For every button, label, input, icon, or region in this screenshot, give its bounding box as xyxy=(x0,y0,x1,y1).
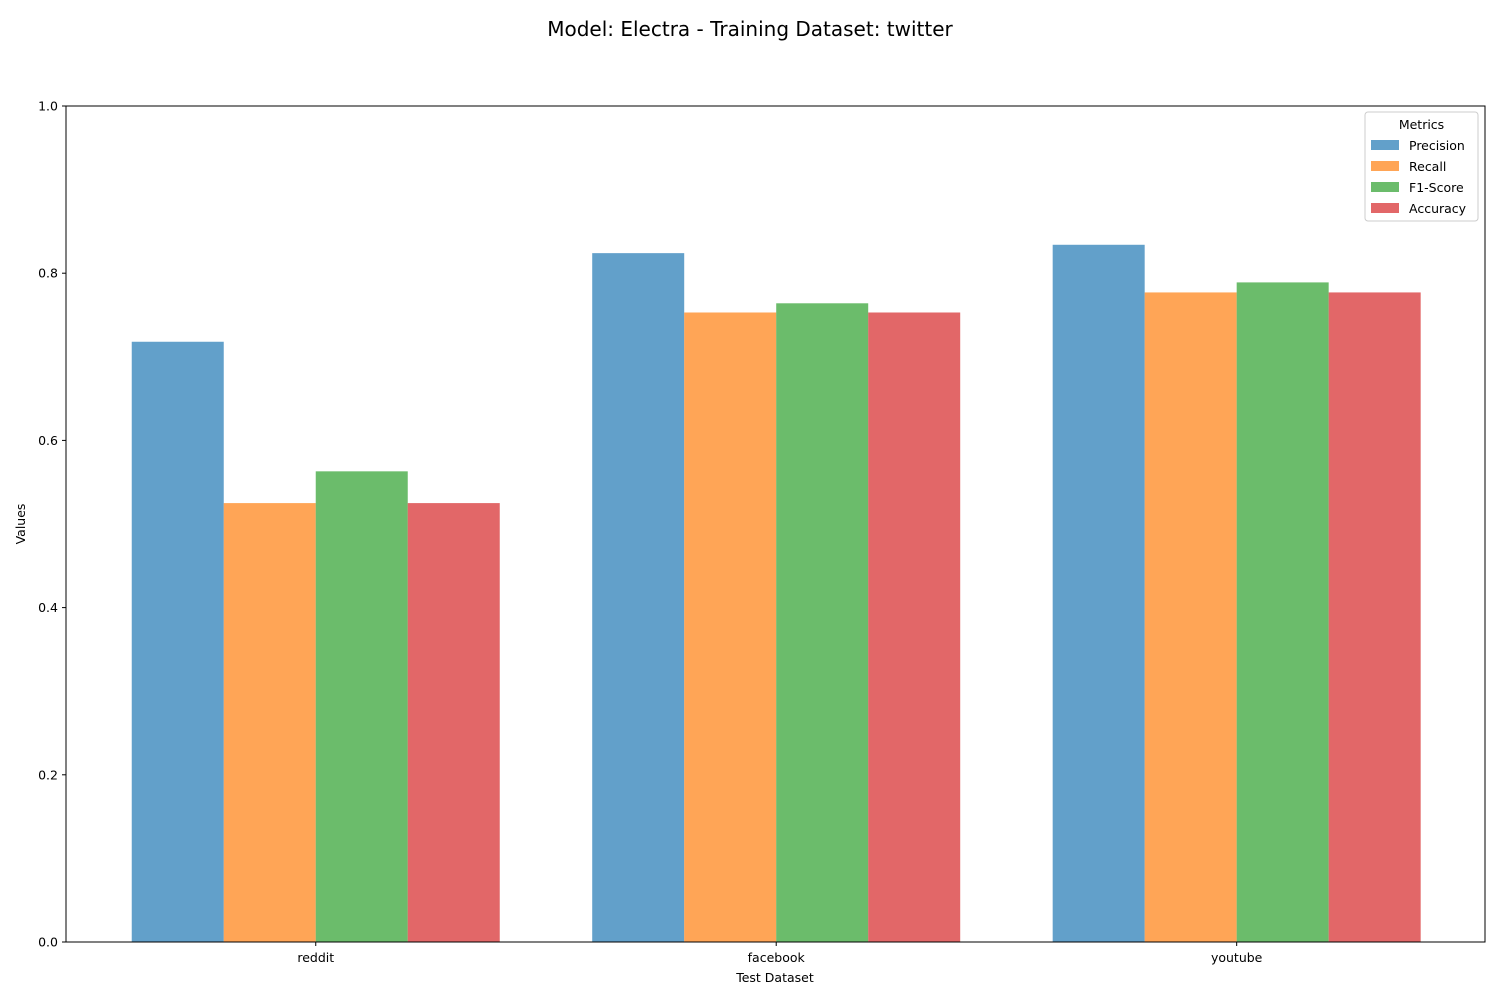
legend-label-f1-score: F1-Score xyxy=(1409,180,1464,195)
x-tick-label-reddit: reddit xyxy=(297,950,334,965)
bar-accuracy-reddit xyxy=(407,503,500,942)
legend-label-precision: Precision xyxy=(1409,138,1465,153)
y-tick-label: 0.2 xyxy=(38,767,58,782)
legend-label-accuracy: Accuracy xyxy=(1409,201,1467,216)
y-axis-label: Values xyxy=(13,504,28,545)
bar-precision-youtube xyxy=(1052,244,1145,942)
legend-swatch-accuracy xyxy=(1371,203,1399,213)
chart-title: Model: Electra - Training Dataset: twitt… xyxy=(547,17,953,41)
bar-recall-facebook xyxy=(684,312,777,942)
x-tick-label-facebook: facebook xyxy=(748,950,806,965)
y-axis: 0.0 0.2 0.4 0.6 0.8 1.0 xyxy=(38,99,66,950)
bar-precision-facebook xyxy=(592,253,685,943)
bar-f1-score-facebook xyxy=(776,303,869,942)
y-tick-label: 0.6 xyxy=(38,433,58,448)
bar-f1-score-reddit xyxy=(315,471,408,942)
y-tick-label: 0.0 xyxy=(38,935,58,950)
legend-label-recall: Recall xyxy=(1409,159,1446,174)
x-tick-label-youtube: youtube xyxy=(1211,950,1263,965)
x-axis-label: Test Dataset xyxy=(735,970,814,985)
legend-swatch-recall xyxy=(1371,161,1399,171)
bar-f1-score-youtube xyxy=(1236,282,1329,942)
bar-recall-youtube xyxy=(1144,292,1237,943)
bars-group xyxy=(131,244,1421,943)
bar-precision-reddit xyxy=(131,341,224,942)
legend-swatch-precision xyxy=(1371,140,1399,150)
y-tick-label: 1.0 xyxy=(38,99,58,114)
y-tick-label: 0.8 xyxy=(38,266,58,281)
legend-box xyxy=(1364,111,1479,222)
bar-accuracy-facebook xyxy=(868,312,961,942)
x-axis: reddit facebook youtube xyxy=(297,942,1263,965)
legend: Metrics Precision Recall F1-Score Accuracy xyxy=(1364,111,1479,222)
y-tick-label: 0.4 xyxy=(38,600,58,615)
legend-title: Metrics xyxy=(1399,117,1444,132)
plot-frame xyxy=(65,105,1486,943)
bar-accuracy-youtube xyxy=(1328,292,1421,943)
bar-recall-reddit xyxy=(223,503,316,942)
legend-swatch-f1-score xyxy=(1371,182,1399,192)
